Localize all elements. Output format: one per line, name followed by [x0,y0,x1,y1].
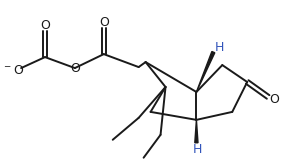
Text: O: O [40,19,50,32]
Polygon shape [196,52,215,92]
Polygon shape [195,120,198,143]
Text: O: O [269,93,279,107]
Text: O: O [70,61,80,75]
Text: O: O [99,16,109,29]
Text: H: H [193,143,202,156]
Text: $^-$O: $^-$O [2,64,24,77]
Text: H: H [215,41,224,54]
